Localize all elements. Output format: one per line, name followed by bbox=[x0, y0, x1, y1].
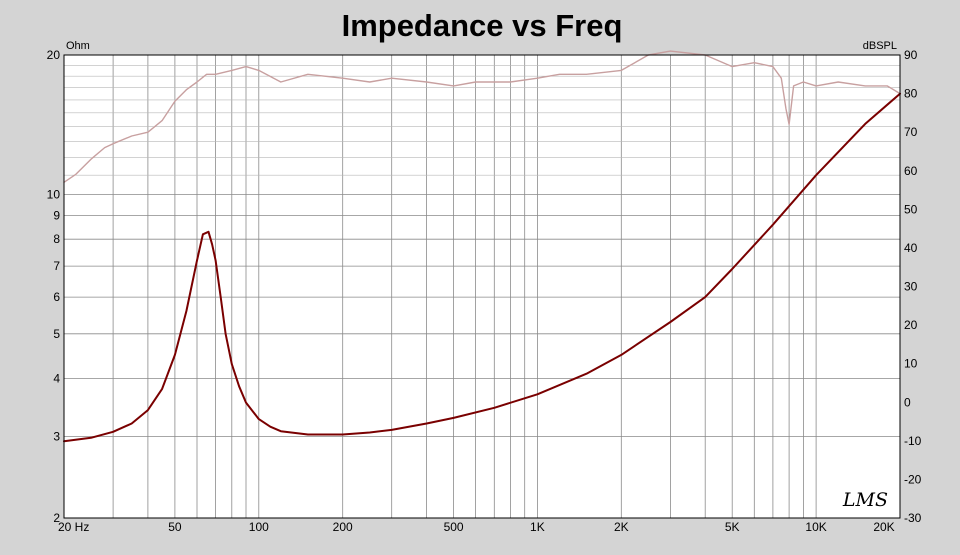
y-left-tick-label: 7 bbox=[53, 259, 60, 273]
y-right-tick-label: 30 bbox=[904, 280, 918, 294]
y-left-tick-label: 6 bbox=[53, 290, 60, 304]
spl-curve bbox=[63, 50, 901, 184]
chart-title: Impedance vs Freq bbox=[342, 8, 623, 43]
y-right-tick-label: 90 bbox=[904, 48, 918, 62]
right-axis-unit: dBSPL bbox=[863, 40, 897, 52]
y-right-tick-label: -10 bbox=[904, 434, 922, 448]
y-left-tick-label: 8 bbox=[53, 232, 60, 246]
x-tick-label: 10K bbox=[805, 520, 826, 534]
impedance-curve bbox=[63, 92, 901, 443]
y-left-tick-labels: 2 3 4 5 6 7 8 9 10 20 bbox=[47, 48, 61, 525]
y-right-tick-label: -30 bbox=[904, 511, 922, 525]
y-left-tick-label: 5 bbox=[53, 327, 60, 341]
plot-frame bbox=[63, 54, 901, 519]
plot-area bbox=[64, 55, 900, 518]
y-right-tick-label: 50 bbox=[904, 202, 918, 216]
y-right-tick-labels: -30 -20 -10 0 10 20 30 40 50 60 70 80 90 bbox=[904, 48, 922, 525]
y-left-tick-label: 3 bbox=[53, 430, 60, 444]
y-left-tick-label: 20 bbox=[47, 48, 61, 62]
y-right-tick-label: -20 bbox=[904, 472, 922, 486]
y-right-tick-label: 40 bbox=[904, 241, 918, 255]
y-left-tick-label: 4 bbox=[53, 372, 60, 386]
y-right-tick-label: 20 bbox=[904, 318, 918, 332]
x-tick-label: 50 bbox=[168, 520, 182, 534]
y-left-tick-label: 10 bbox=[47, 187, 61, 201]
x-tick-label: 20 Hz bbox=[58, 520, 89, 534]
y-left-tick-label: 2 bbox=[53, 511, 60, 525]
y-right-tick-label: 70 bbox=[904, 125, 918, 139]
x-tick-label: 200 bbox=[333, 520, 353, 534]
lms-watermark: LMS bbox=[842, 489, 888, 511]
y-right-tick-label: 10 bbox=[904, 357, 918, 371]
y-left-tick-label: 9 bbox=[53, 209, 60, 223]
data-curves bbox=[63, 50, 901, 443]
y-right-tick-label: 0 bbox=[904, 395, 911, 409]
x-tick-label: 5K bbox=[725, 520, 740, 534]
left-axis-unit: Ohm bbox=[66, 40, 90, 52]
y-right-tick-label: 60 bbox=[904, 164, 918, 178]
x-tick-label: 1K bbox=[530, 520, 545, 534]
y-right-tick-label: 80 bbox=[904, 87, 918, 101]
x-tick-labels: 20 Hz 50 100 200 500 1K 2K 5K 10K 20K bbox=[58, 520, 895, 534]
x-tick-label: 20K bbox=[873, 520, 894, 534]
x-tick-label: 100 bbox=[249, 520, 269, 534]
x-tick-label: 2K bbox=[614, 520, 629, 534]
x-tick-label: 500 bbox=[444, 520, 464, 534]
